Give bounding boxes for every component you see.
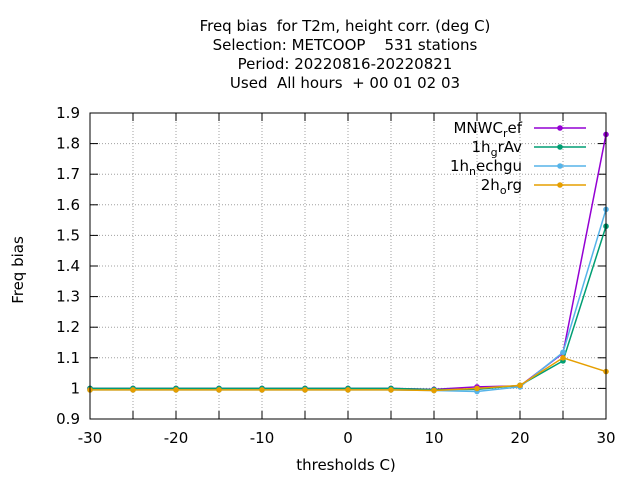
legend-marker [557,125,563,131]
plot-border [89,112,607,420]
data-point [173,387,179,393]
legend-marker [557,144,563,150]
chart-title-line-2: Selection: METCOOP 531 stations [212,36,478,54]
data-point [345,387,351,393]
y-tick-label: 1.4 [56,257,80,275]
x-tick-label: -20 [164,429,189,447]
y-tick-label: 1.2 [56,318,80,336]
y-tick-label: 0.9 [56,410,80,428]
legend-label: MNWCref [453,119,522,140]
y-tick-label: 1.1 [56,349,80,367]
chart-title-line-1: Freq bias for T2m, height corr. (deg C) [199,17,491,35]
y-tick-label: 1.7 [56,165,80,183]
y-tick-label: 1.3 [56,288,80,306]
y-tick-label: 1.5 [56,226,80,244]
data-point [130,387,136,393]
data-point [216,387,222,393]
x-axis-label: thresholds C) [296,456,396,474]
chart-title-line-4: Used All hours + 00 01 02 03 [229,74,461,92]
y-tick-label: 1.6 [56,196,80,214]
data-point [517,382,523,389]
data-point [259,387,265,393]
y-tick-label: 1 [70,379,80,397]
x-tick-label: 20 [510,429,529,447]
x-tick-label: 0 [343,429,353,447]
legend-marker [557,163,563,169]
y-tick-label: 1.9 [56,104,80,122]
x-tick-label: -10 [250,429,275,447]
data-point [560,349,566,356]
data-point [474,385,480,392]
data-point [388,387,394,393]
data-point [431,387,437,394]
data-point [560,355,566,361]
legend-label: 1hgrAv [472,138,523,159]
x-tick-label: 30 [596,429,615,447]
legend-label: 1hnechgu [450,157,522,178]
x-tick-label: 10 [424,429,443,447]
x-tick-label: -30 [78,429,103,447]
legend-marker [557,182,563,188]
data-point [302,387,308,393]
y-tick-label: 1.8 [56,135,80,153]
series-line [90,134,607,391]
chart-title-line-3: Period: 20220816-20220821 [237,55,453,73]
legend-label: 2horg [481,176,522,197]
